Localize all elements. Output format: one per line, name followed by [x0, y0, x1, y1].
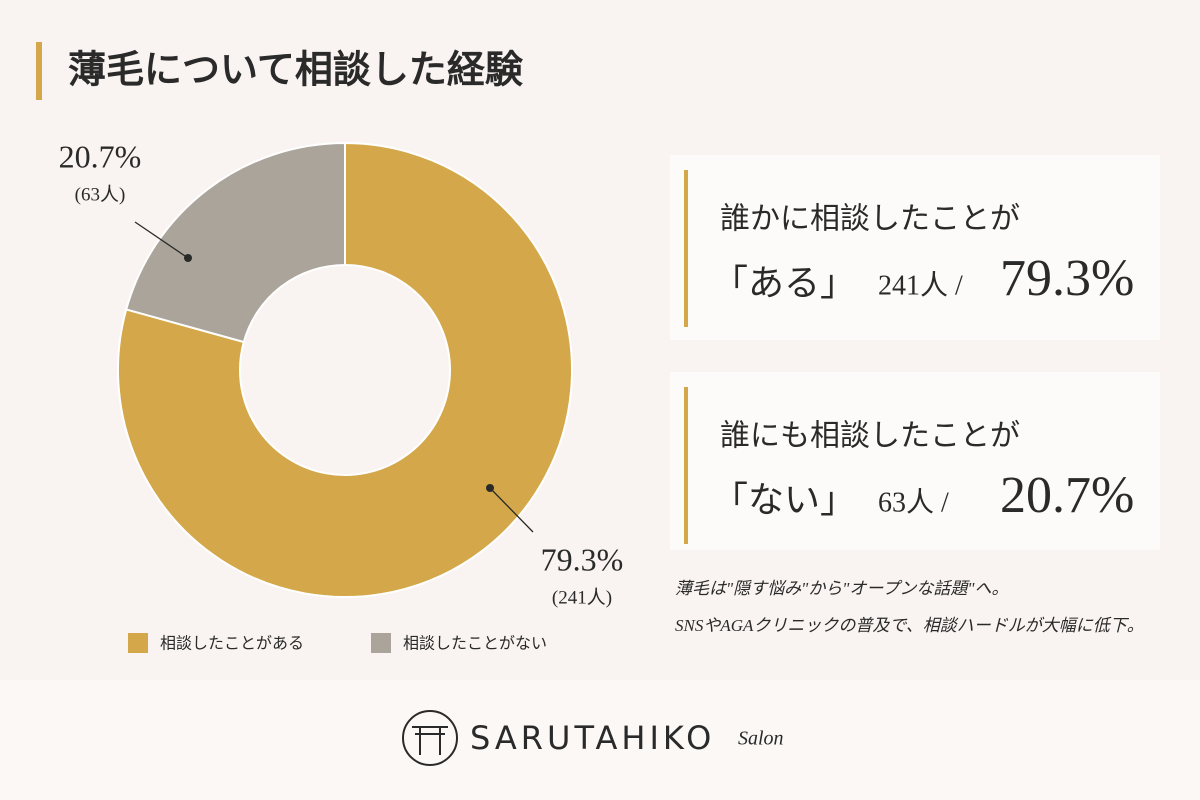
leader-line	[134, 221, 189, 259]
note: 薄毛は"隠す悩み"から"オープンな話題"へ。	[675, 579, 1009, 598]
card-count: 241人 /	[878, 270, 963, 301]
card-count: 63人 /	[878, 487, 949, 518]
legend-swatch	[128, 633, 148, 653]
count-label: (63人)	[75, 183, 126, 205]
card-percent: 20.7%	[1000, 467, 1134, 524]
card-heading: 誰にも相談したことが	[720, 419, 1020, 454]
title-bar	[36, 42, 42, 100]
card-percent: 79.3%	[1000, 250, 1134, 307]
card-heading: 誰かに相談したことが	[720, 202, 1020, 237]
leader-dot	[486, 484, 494, 492]
chart-title: 薄毛について相談した経験	[68, 48, 524, 92]
leader-line	[489, 487, 534, 533]
legend-swatch	[371, 633, 391, 653]
logo-name: SARUTAHIKO	[470, 719, 715, 757]
card-answer: 「ない」	[712, 480, 856, 521]
count-label: (241人)	[552, 586, 612, 608]
card	[670, 372, 1160, 550]
note: SNSやAGAクリニックの普及で、相談ハードルが大幅に低下。	[675, 616, 1144, 635]
value-label: 79.3%	[541, 541, 624, 577]
logo-mark	[402, 710, 458, 766]
slice	[125, 141, 346, 344]
legend-label: 相談したことがある	[160, 634, 304, 653]
card-accent	[684, 170, 688, 327]
card	[670, 155, 1160, 340]
logo-sub: Salon	[738, 728, 784, 750]
legend-label: 相談したことがない	[403, 634, 547, 653]
slice	[117, 141, 573, 598]
card-answer: 「ある」	[712, 263, 856, 304]
value-label: 20.7%	[59, 138, 142, 174]
card-accent	[684, 387, 688, 544]
footer	[0, 680, 1200, 800]
leader-dot	[184, 254, 192, 262]
